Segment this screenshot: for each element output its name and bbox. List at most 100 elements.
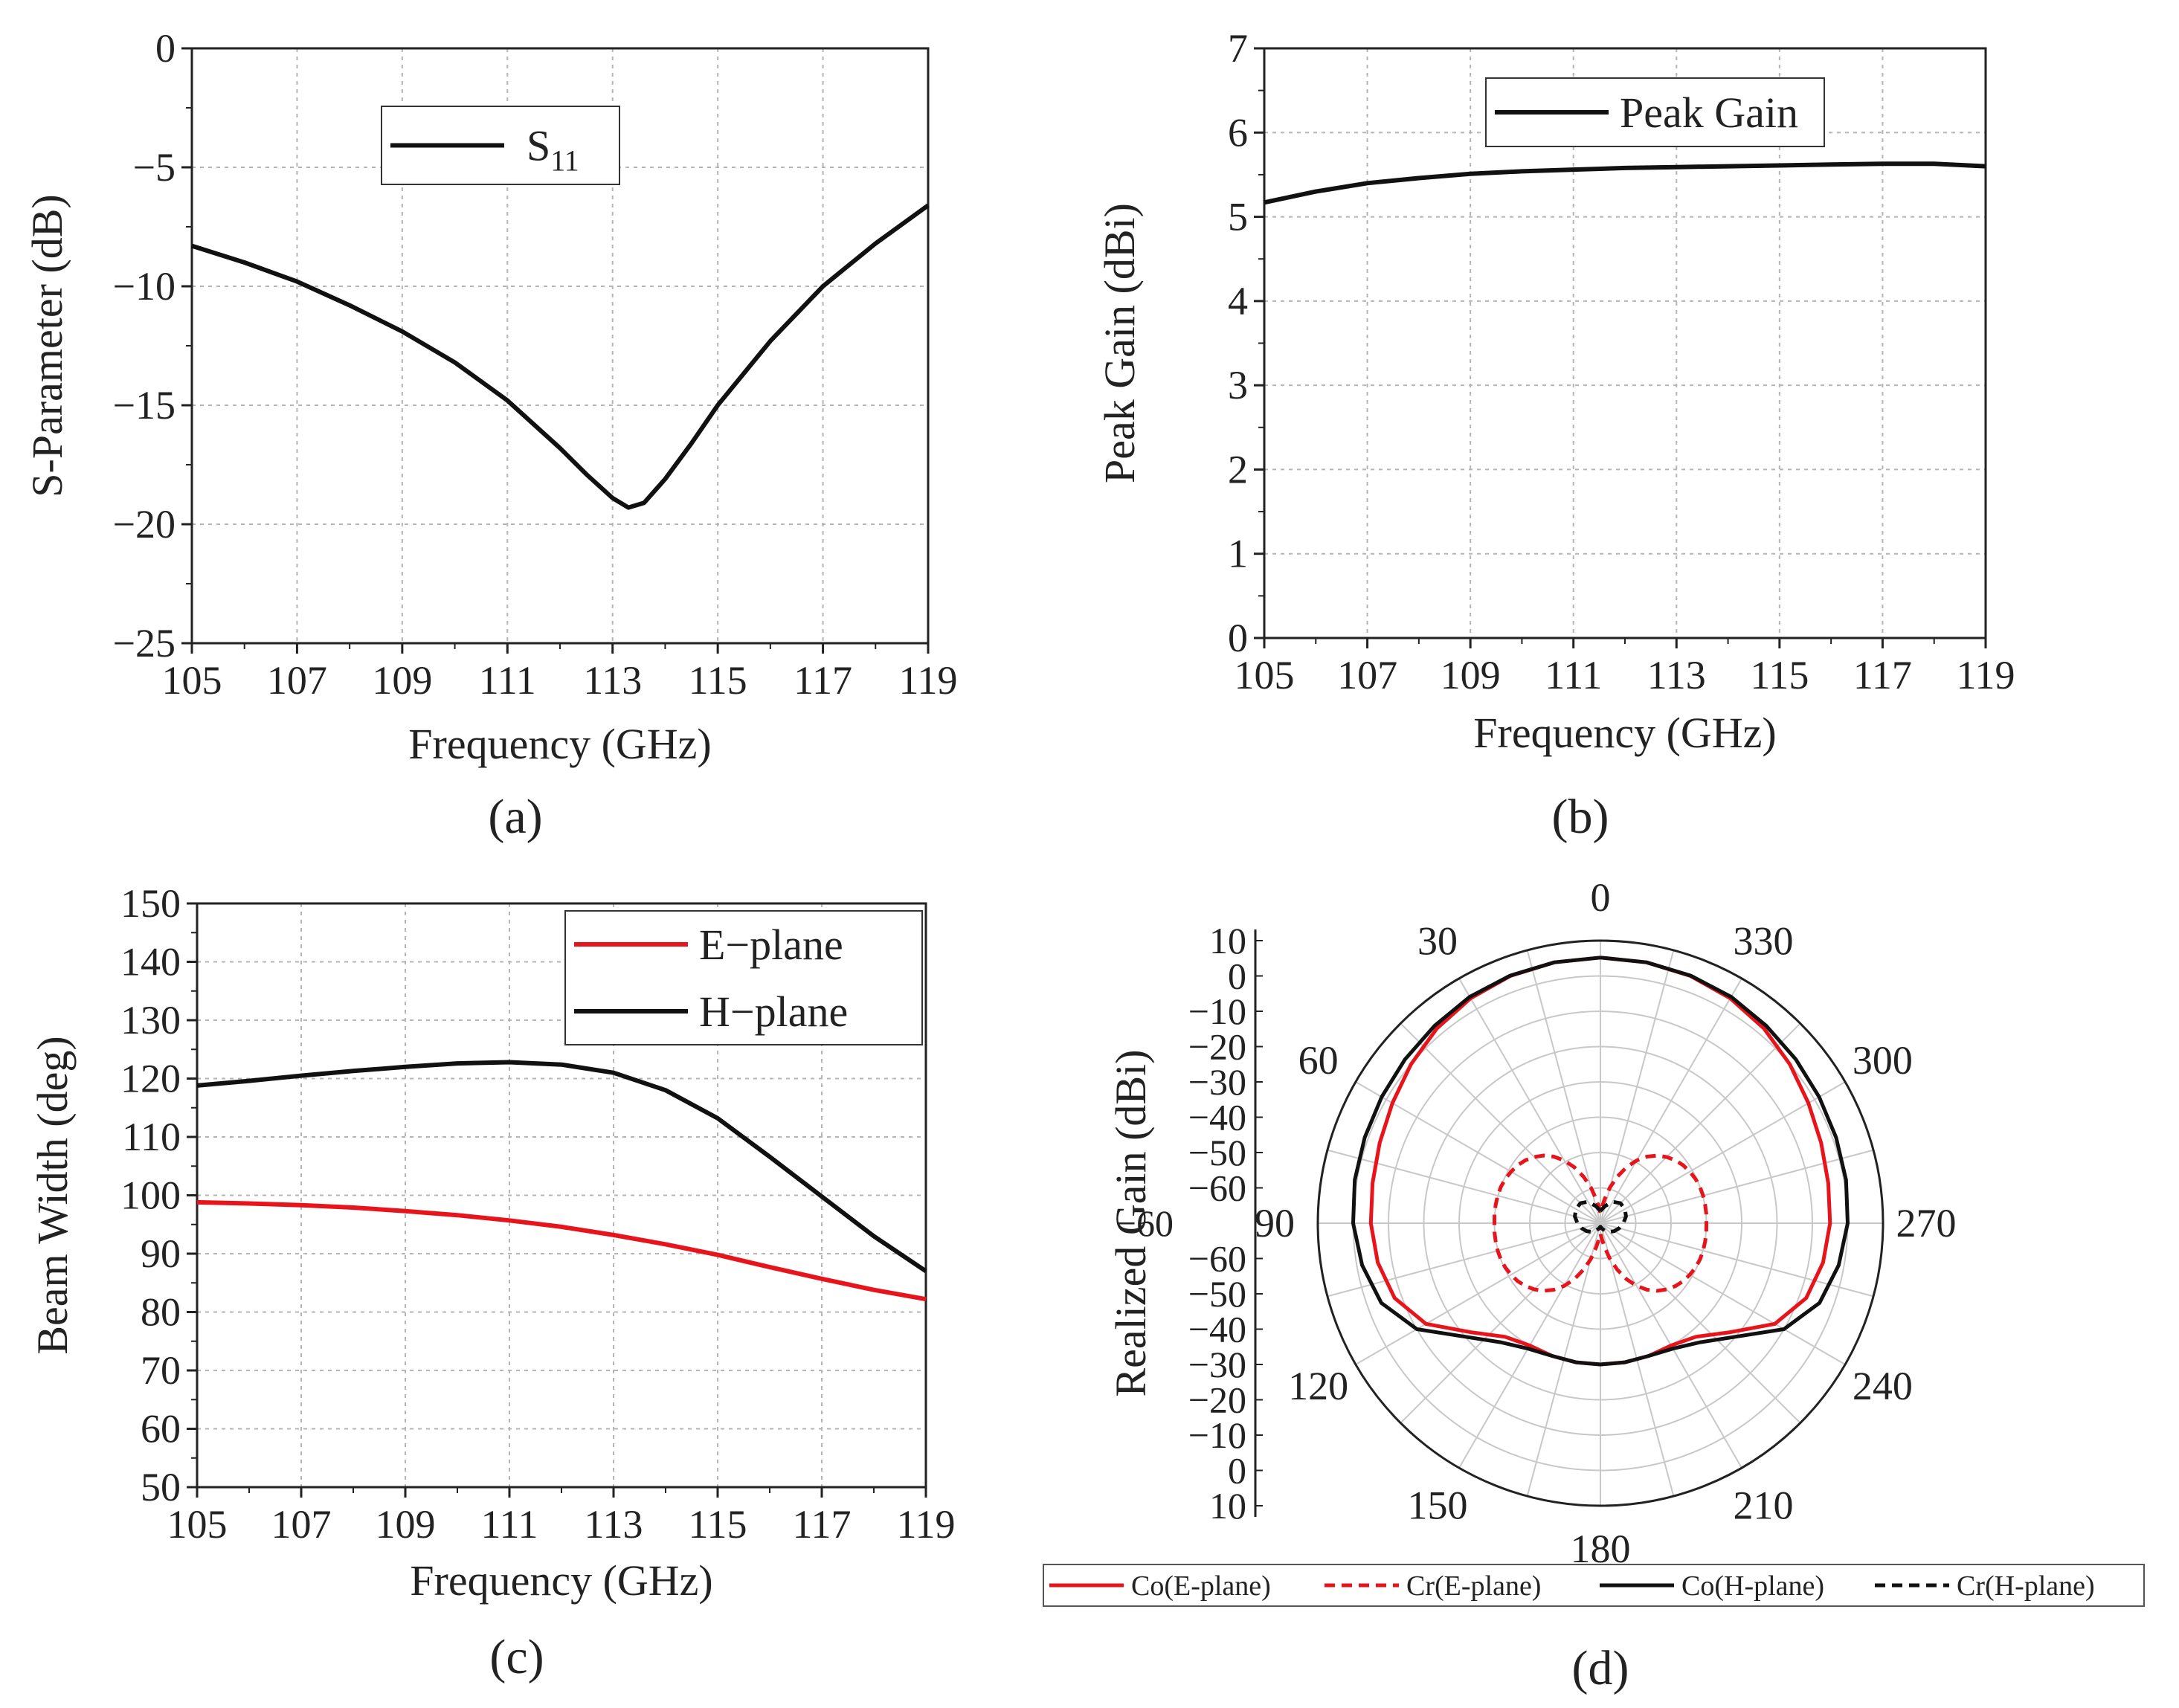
panel-c-beam-width-chart: 105 107 109 111 113 115 117 119 50 60 70 80 90 100 110…: [28, 881, 956, 1684]
polar-series-co-h-plane: [1351, 955, 1850, 1367]
x-tick-label: 119: [897, 1502, 956, 1547]
polar-grid-spoke: [1400, 1222, 1601, 1424]
panel-b-peak-gain-chart: 105 107 109 111 113 115 117 119 0 1 2 3 4 5 6 7 Frequenc…: [1095, 26, 2015, 844]
polar-grid-spoke: [1327, 1222, 1601, 1298]
polar-grid-spoke: [1600, 1222, 1846, 1365]
x-tick-label: 115: [1750, 653, 1809, 697]
panel-label: (a): [488, 790, 542, 844]
y-tick-label: 50: [141, 1465, 181, 1509]
y-tick-label: −5: [133, 145, 176, 190]
y-tick-label: 0: [1228, 616, 1248, 660]
x-tick-label: 107: [1337, 653, 1397, 697]
polar-angle-label: 90: [1255, 1201, 1295, 1245]
polar-legend-label-cr-h-plane: Cr(H-plane): [1957, 1570, 2095, 1602]
x-tick-label: 117: [1853, 653, 1912, 697]
legend-box: [564, 910, 923, 1045]
polar-radial-tick-label: −30: [1188, 1344, 1246, 1385]
polar-radial-tick-label: 10: [1209, 920, 1246, 961]
polar-legend-label-co-e-plane: Co(E-plane): [1131, 1570, 1271, 1602]
y-tick-label: 4: [1228, 279, 1248, 323]
x-tick-label: 109: [372, 658, 432, 703]
polar-grid-spoke: [1600, 1081, 1846, 1224]
x-tick-label: 109: [1441, 653, 1501, 697]
panel-label: (d): [1572, 1641, 1629, 1695]
legend-label-peak-gain: Peak Gain: [1620, 88, 1798, 137]
y-tick-label: 0: [155, 26, 176, 71]
polar-angle-label: 240: [1853, 1364, 1913, 1408]
y-tick-label: 3: [1228, 363, 1248, 407]
y-tick-label: 120: [120, 1057, 181, 1101]
polar-grid-spoke: [1600, 1222, 1874, 1298]
x-tick-label: 111: [479, 658, 536, 703]
y-tick-label: 150: [120, 881, 181, 926]
x-axis-title: Frequency (GHz): [410, 1556, 712, 1605]
polar-angle-label: 30: [1417, 919, 1458, 964]
y-tick-label: 140: [120, 940, 181, 984]
polar-angle-label: 120: [1288, 1364, 1348, 1408]
polar-grid-spoke: [1526, 950, 1601, 1224]
polar-series-cr-h-plane: [1573, 1199, 1628, 1234]
polar-angle-label: 60: [1298, 1038, 1339, 1083]
series-line-e-plane: [196, 1199, 927, 1302]
polar-radial-tick-label: −50: [1188, 1273, 1246, 1315]
panel-a-s-parameter-chart: 105 107 109 111 113 115 117 119 0 −5 −10 −15 −20 −25 F…: [23, 26, 958, 844]
y-axis-title: S-Parameter (dB): [23, 194, 71, 497]
polar-series-cr-e-plane: [1493, 1153, 1708, 1293]
y-tick-label: 100: [120, 1173, 181, 1218]
panel-d-polar-gain-chart: 0306090120150180210240270300330101000−10…: [1043, 875, 2145, 1695]
polar-angle-label: 210: [1734, 1483, 1794, 1527]
x-tick-label: 107: [271, 1502, 332, 1547]
x-tick-label: 105: [1235, 653, 1295, 697]
polar-grid-spoke: [1458, 978, 1601, 1224]
x-tick-label: 117: [794, 658, 852, 703]
y-tick-label: 7: [1228, 26, 1248, 71]
y-tick-label: −15: [113, 383, 176, 428]
x-tick-label: 117: [793, 1502, 852, 1547]
panel-label: (b): [1552, 790, 1609, 844]
polar-legend-label-co-h-plane: Co(H-plane): [1681, 1570, 1824, 1602]
polar-legend-label-cr-e-plane: Cr(E-plane): [1406, 1570, 1541, 1602]
polar-legend-box: [1043, 1564, 2145, 1607]
series-line-s11: [191, 203, 930, 510]
x-tick-label: 115: [689, 658, 747, 703]
polar-radial-tick-label: −10: [1188, 1414, 1246, 1456]
polar-angle-label: 330: [1734, 919, 1794, 964]
polar-radial-tick-label: −50: [1188, 1132, 1246, 1173]
polar-angle-label: 270: [1896, 1201, 1957, 1245]
y-axis-title: Beam Width (deg): [28, 1036, 77, 1354]
polar-radial-tick-label: −60: [1188, 1167, 1246, 1209]
legend-label-h-plane: H−plane: [699, 987, 848, 1036]
x-tick-label: 113: [585, 1502, 643, 1547]
polar-radial-tick-label: 0: [1228, 1450, 1246, 1492]
y-tick-label: 60: [141, 1407, 181, 1451]
series-line-peak-gain: [1264, 161, 1986, 205]
polar-grid-spoke: [1327, 1149, 1601, 1224]
x-axis-title: Frequency (GHz): [408, 720, 711, 768]
polar-grid-spoke: [1355, 1222, 1601, 1365]
polar-outer-ring: [1316, 939, 1885, 1507]
polar-radial-tick-label: 10: [1209, 1485, 1246, 1527]
polar-radial-tick-label: 0: [1228, 955, 1246, 997]
x-tick-label: 113: [1647, 653, 1706, 697]
series-line-h-plane: [196, 1060, 927, 1273]
polar-radial-tick-label: −60: [1116, 1202, 1174, 1244]
x-axis-title: Frequency (GHz): [1473, 709, 1776, 757]
x-tick-label: 119: [1957, 653, 2015, 697]
polar-angle-label: 300: [1853, 1038, 1913, 1083]
legend-label-main: S: [527, 122, 550, 170]
polar-y-axis-title: Realized Gain (dBi): [1107, 1049, 1155, 1396]
y-tick-label: 110: [122, 1115, 181, 1159]
x-tick-label: 105: [162, 658, 222, 703]
x-tick-label: 111: [481, 1502, 538, 1547]
polar-angle-label: 150: [1408, 1483, 1468, 1527]
y-tick-label: −10: [113, 264, 176, 309]
y-tick-label: 1: [1228, 532, 1248, 576]
y-tick-label: 2: [1228, 447, 1248, 492]
legend-label-s11: S11: [527, 122, 579, 178]
y-tick-label: 6: [1228, 110, 1248, 155]
y-tick-label: −25: [113, 621, 176, 666]
panel-label: (c): [489, 1630, 544, 1684]
polar-grid-spoke: [1600, 978, 1742, 1224]
polar-grid-spoke: [1600, 1022, 1801, 1224]
